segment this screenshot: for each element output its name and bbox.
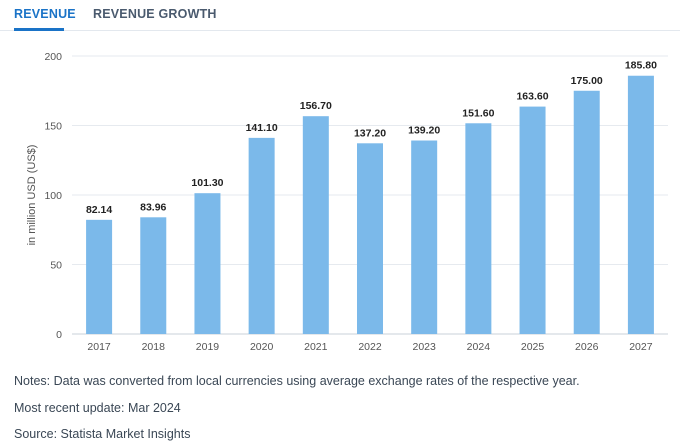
active-tab-indicator [14, 28, 64, 31]
x-tick-label: 2018 [142, 341, 166, 353]
x-tick-label: 2021 [304, 341, 328, 353]
y-tick-label: 200 [44, 51, 62, 63]
bar [519, 106, 546, 334]
bar-value-label: 156.70 [300, 100, 332, 112]
chart-source: Source: Statista Market Insights [14, 427, 191, 441]
x-tick-label: 2022 [358, 341, 382, 353]
bar-value-label: 83.96 [140, 201, 166, 213]
bar [194, 193, 221, 334]
bar [573, 90, 600, 334]
y-tick-label: 0 [56, 329, 62, 341]
bar [302, 116, 329, 334]
bar-value-label: 139.20 [408, 125, 440, 137]
bar [465, 123, 492, 334]
bar-value-label: 163.60 [516, 91, 548, 103]
bar [357, 143, 383, 334]
x-tick-label: 2026 [575, 341, 599, 353]
bar [627, 75, 654, 334]
y-tick-label: 150 [44, 121, 62, 133]
bar-value-label: 151.60 [462, 107, 494, 119]
bar-value-label: 141.10 [246, 122, 278, 134]
tab-bar: REVENUE REVENUE GROWTH [0, 0, 680, 31]
bar [411, 140, 438, 334]
bar-value-label: 185.80 [625, 60, 657, 72]
x-tick-label: 2025 [521, 341, 545, 353]
bar-value-label: 82.14 [86, 204, 112, 216]
y-axis-label: in million USD (US$) [26, 145, 38, 246]
revenue-bar-chart: 0 50 100 150 200 in million USD (US$) 82.14 201… [26, 51, 668, 353]
x-tick-label: 2027 [629, 341, 653, 353]
bar-value-label: 175.00 [571, 75, 603, 87]
x-tick-label: 2019 [196, 341, 220, 353]
bar-value-label: 101.30 [191, 177, 223, 189]
bar [248, 137, 275, 334]
x-tick-label: 2017 [87, 341, 111, 353]
tab-revenue-growth[interactable]: REVENUE GROWTH [93, 7, 217, 21]
chart-note: Notes: Data was converted from local cur… [14, 374, 580, 388]
bar-value-label: 137.20 [354, 127, 386, 139]
chart-update-date: Most recent update: Mar 2024 [14, 401, 181, 415]
bar [140, 217, 167, 334]
y-tick-label: 50 [50, 260, 62, 272]
tab-revenue[interactable]: REVENUE [14, 7, 76, 21]
bar [86, 219, 113, 334]
y-tick-label: 100 [44, 190, 62, 202]
x-tick-label: 2024 [467, 341, 491, 353]
x-tick-label: 2020 [250, 341, 274, 353]
x-tick-label: 2023 [413, 341, 437, 353]
